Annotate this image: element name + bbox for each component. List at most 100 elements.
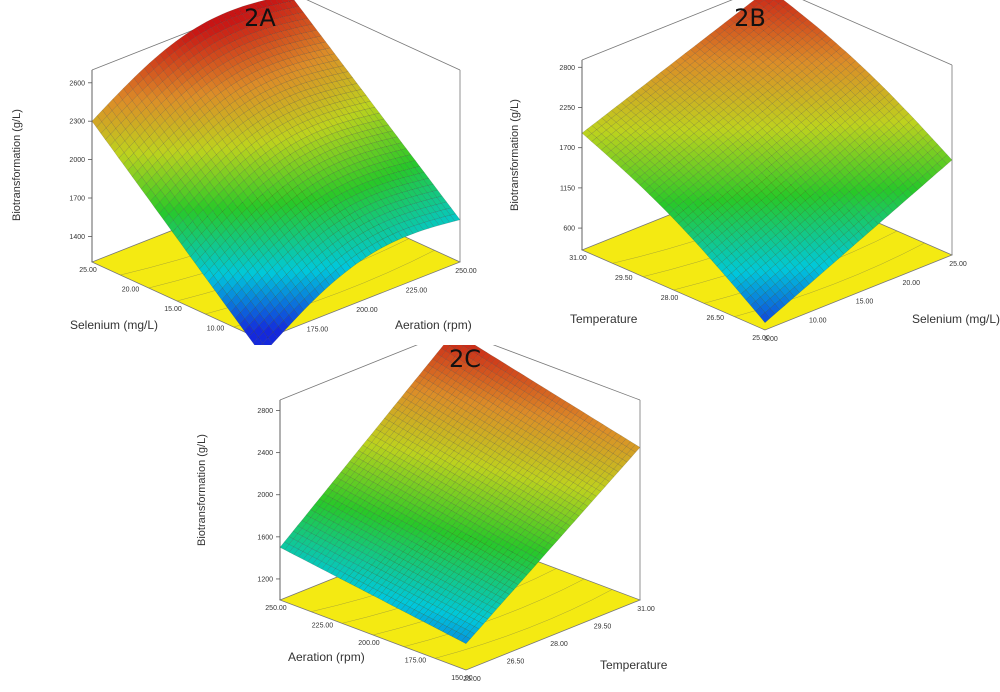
surface-cell [702, 245, 713, 256]
surface-cell [792, 42, 803, 51]
surface-plot-2a: 140017002000230026005.0010.0015.0020.002… [69, 0, 477, 345]
surface-cell [742, 149, 753, 159]
surface-cell [148, 69, 159, 81]
surface-cell [359, 492, 370, 501]
surface-cell [123, 146, 134, 160]
surface-cell [265, 290, 276, 303]
surface-cell [278, 308, 290, 321]
surface-cell [490, 474, 501, 484]
surface-cell [389, 561, 400, 571]
surface-cell [307, 556, 318, 565]
surface-cell [639, 164, 651, 174]
surface-cell [346, 500, 357, 509]
surface-cell [243, 324, 255, 338]
surface-cell [608, 461, 619, 470]
surface-cell [137, 78, 149, 91]
surface-cell [386, 589, 396, 598]
surface-cell [403, 561, 414, 570]
surface-cell [797, 22, 808, 32]
surface-cell [529, 534, 540, 543]
surface-cell [248, 330, 259, 344]
surface-cell [711, 256, 723, 267]
surface-cell [252, 62, 263, 71]
surface-cell [431, 455, 441, 464]
surface-cell [497, 409, 508, 418]
surface-cell [717, 134, 729, 144]
surface-cell [564, 495, 575, 504]
surface-cell [824, 217, 835, 229]
surface-cell [195, 169, 206, 182]
surface-cell [131, 95, 143, 108]
surface-cell [804, 264, 815, 275]
surface-cell [440, 208, 451, 217]
surface-cell [105, 133, 116, 147]
surface-cell [873, 147, 885, 158]
surface-cell [746, 227, 757, 238]
surface-cell [394, 556, 404, 565]
surface-cell [215, 22, 227, 32]
surface-cell [180, 173, 191, 187]
surface-cell [244, 236, 255, 249]
surface-cell [482, 596, 492, 605]
surface-cell [897, 192, 908, 204]
surface-cell [266, 130, 277, 141]
surface-cell [361, 531, 371, 540]
surface-cell [727, 197, 738, 207]
surface-cell [679, 68, 691, 77]
surface-cell [412, 180, 424, 189]
surface-cell [673, 161, 685, 171]
x-axis-title: Aeration (rpm) [288, 650, 365, 664]
surface-cell [731, 268, 742, 279]
surface-cell [199, 263, 210, 276]
surface-cell [239, 35, 251, 45]
surface-cell [225, 299, 237, 313]
surface-cell [217, 128, 228, 140]
surface-cell [888, 163, 899, 174]
surface-cell [430, 553, 441, 563]
surface-cell [668, 165, 680, 175]
surface-cell [792, 18, 803, 28]
surface-cell [804, 254, 815, 265]
surface-cell [765, 258, 776, 270]
surface-cell [770, 235, 781, 246]
surface-cell [418, 369, 429, 379]
surface-cell [757, 61, 769, 71]
surface-cell [680, 53, 691, 62]
surface-cell [664, 111, 676, 121]
surface-cell [412, 566, 423, 575]
surface-cell [493, 551, 504, 560]
surface-cell [516, 420, 526, 429]
surface-cell [219, 166, 231, 179]
surface-cell [713, 130, 724, 140]
surface-cell [450, 356, 460, 366]
surface-cell [748, 7, 760, 16]
surface-cell [823, 256, 835, 268]
surface-cell [436, 601, 447, 610]
surface-cell [329, 537, 340, 546]
surface-cell [922, 171, 933, 182]
surface-cell [839, 139, 851, 150]
surface-cell [848, 196, 860, 207]
surface-cell [777, 22, 789, 32]
surface-cell [819, 231, 830, 243]
surface-cell [740, 279, 752, 291]
surface-cell [693, 137, 705, 147]
x-tick-label: 10.00 [207, 326, 225, 333]
surface-cell [739, 7, 750, 16]
surface-cell [387, 180, 398, 189]
surface-cell [328, 514, 339, 523]
surface-cell [350, 487, 361, 496]
surface-cell [162, 149, 173, 162]
surface-cell [814, 197, 826, 208]
surface-cell [286, 127, 298, 137]
surface-panel-2a: 2A Biotransformation (g/L) Selenium (mg/… [0, 0, 490, 345]
y-tick-label: 28.00 [550, 641, 568, 648]
surface-cell [433, 402, 444, 411]
surface-cell [355, 497, 366, 507]
surface-cell [136, 176, 147, 190]
surface-cell [883, 129, 895, 140]
surface-cell [235, 152, 246, 164]
surface-cell [333, 508, 343, 518]
surface-cell [318, 231, 329, 243]
surface-cell [284, 303, 295, 316]
